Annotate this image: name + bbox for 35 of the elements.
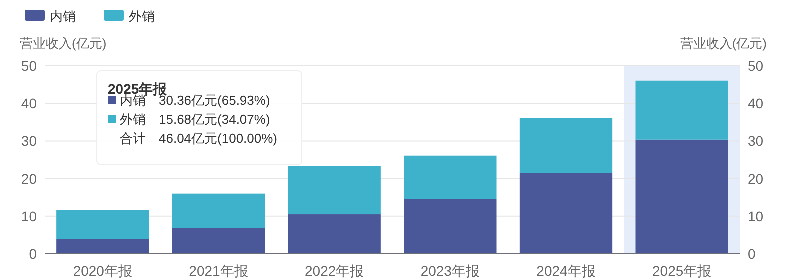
y-tick-label: 10: [21, 208, 38, 224]
y2-tick-label: 50: [748, 58, 764, 74]
x-tick-label: 2021年报: [189, 263, 248, 279]
annotation: 外销 15.68亿元(34.07%): [120, 112, 270, 127]
annotation: 合计 46.04亿元(100.00%): [120, 131, 278, 146]
x-tick-label: 2023年报: [420, 263, 480, 279]
y2-tick-label: 20: [748, 170, 764, 187]
y2-tick-label: 0: [748, 246, 756, 262]
bar: [404, 199, 497, 254]
x-tick-label: 2022年报: [305, 263, 364, 279]
bar: [172, 194, 266, 228]
legend-label: 内销: [50, 9, 76, 24]
y2-tick-label: 10: [748, 208, 764, 224]
y-tick-label: 30: [21, 133, 38, 150]
legend-label: 外销: [129, 9, 155, 24]
bar: [636, 80, 728, 140]
x-tick-label: 2020年报: [73, 263, 132, 279]
y-tick-label: 20: [21, 170, 38, 187]
x-tick-label: 2025年报: [652, 263, 712, 279]
y-tick-label: 40: [21, 96, 38, 112]
bar: [288, 214, 381, 254]
y2-tick-label: 30: [748, 133, 764, 150]
y2-axis-title: 营业收入(亿元): [680, 36, 767, 51]
bar: [172, 228, 266, 254]
y2-tick-label: 40: [748, 96, 764, 112]
x-tick-label: 2024年报: [536, 263, 596, 279]
y-tick-label: 0: [29, 246, 38, 262]
bar: [520, 173, 613, 254]
bar: [56, 210, 150, 240]
bar: [288, 166, 381, 215]
bar: [56, 239, 150, 254]
y-tick-label: 50: [21, 58, 38, 74]
bar: [520, 118, 613, 174]
bar: [404, 156, 497, 200]
y-axis-title: 营业收入(亿元): [20, 36, 107, 51]
